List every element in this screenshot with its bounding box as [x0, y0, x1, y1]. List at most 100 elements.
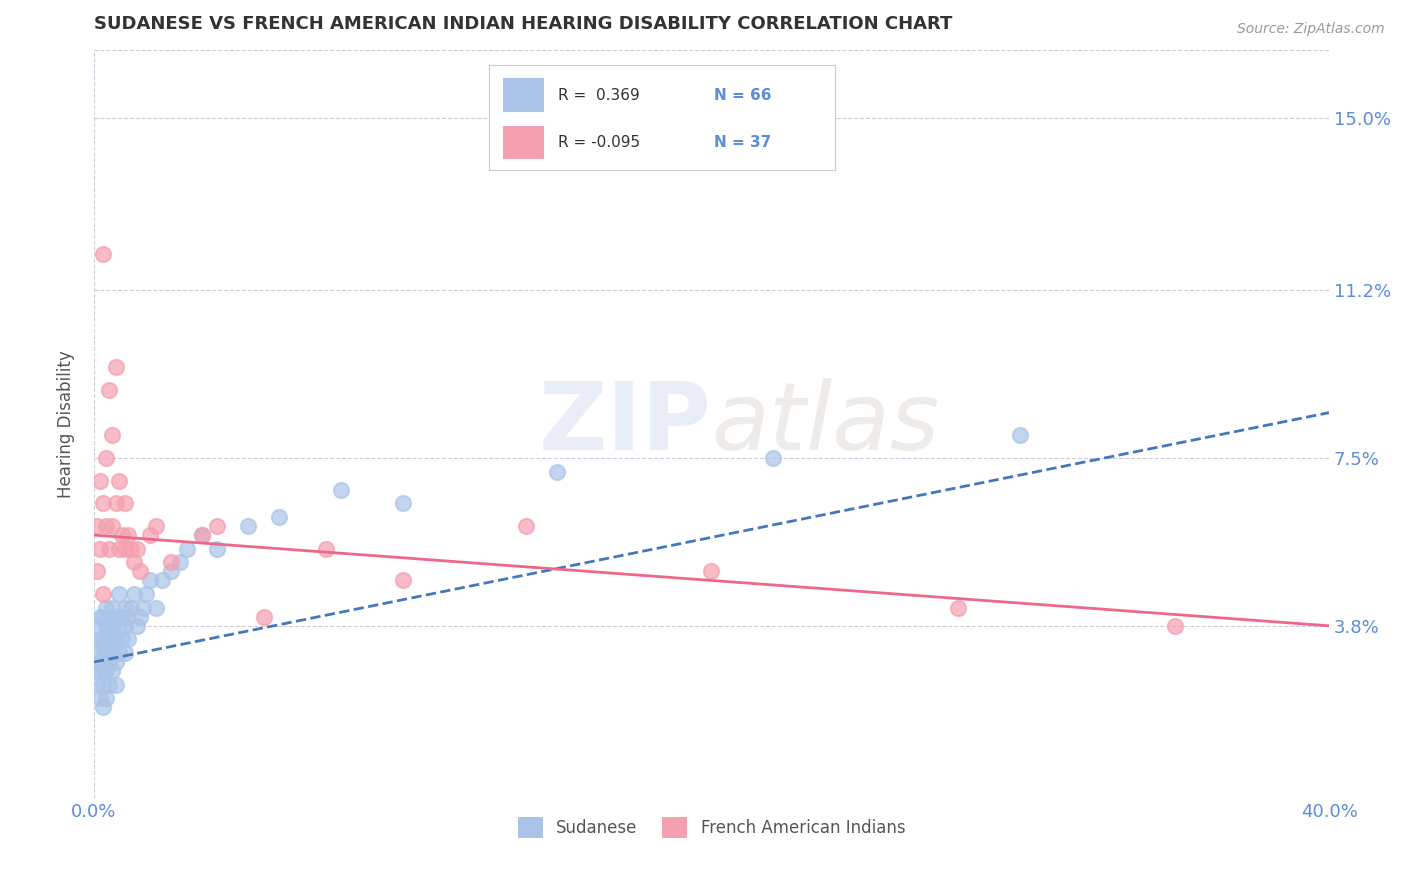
Point	[91, 678, 114, 692]
Point	[89, 664, 111, 678]
Point	[546, 465, 568, 479]
Point	[86, 678, 108, 692]
Point	[145, 600, 167, 615]
Point	[122, 555, 145, 569]
Point	[89, 632, 111, 647]
Point	[1163, 619, 1185, 633]
Point	[104, 496, 127, 510]
Point	[91, 587, 114, 601]
Point	[91, 664, 114, 678]
Point	[114, 541, 136, 556]
Point	[160, 565, 183, 579]
Point	[114, 600, 136, 615]
Text: SUDANESE VS FRENCH AMERICAN INDIAN HEARING DISABILITY CORRELATION CHART: SUDANESE VS FRENCH AMERICAN INDIAN HEARI…	[94, 15, 952, 33]
Point	[91, 641, 114, 656]
Point	[86, 619, 108, 633]
Point	[191, 528, 214, 542]
Point	[104, 678, 127, 692]
Point	[96, 664, 118, 678]
Point	[127, 541, 149, 556]
Point	[89, 655, 111, 669]
Point	[207, 519, 229, 533]
Point	[700, 565, 723, 579]
Point	[104, 609, 127, 624]
Point	[91, 609, 114, 624]
Point	[176, 541, 198, 556]
Point	[96, 632, 118, 647]
Point	[96, 619, 118, 633]
Point	[101, 428, 124, 442]
Point	[89, 474, 111, 488]
Point	[107, 587, 129, 601]
Point	[138, 574, 160, 588]
Point	[101, 664, 124, 678]
Point	[132, 600, 155, 615]
Point	[98, 541, 121, 556]
Point	[114, 646, 136, 660]
Point	[111, 528, 134, 542]
Point	[101, 646, 124, 660]
Point	[101, 519, 124, 533]
Point	[253, 609, 276, 624]
Point	[96, 691, 118, 706]
Point	[114, 496, 136, 510]
Point	[89, 691, 111, 706]
Point	[96, 519, 118, 533]
Point	[150, 574, 173, 588]
Text: atlas: atlas	[711, 378, 939, 469]
Point	[96, 450, 118, 465]
Point	[89, 609, 111, 624]
Point	[135, 587, 157, 601]
Point	[89, 541, 111, 556]
Point	[329, 483, 352, 497]
Point	[207, 541, 229, 556]
Point	[762, 450, 785, 465]
Point	[91, 632, 114, 647]
Point	[86, 519, 108, 533]
Point	[191, 528, 214, 542]
Point	[107, 619, 129, 633]
Point	[1010, 428, 1032, 442]
Point	[117, 632, 139, 647]
Point	[91, 496, 114, 510]
Point	[129, 565, 152, 579]
Point	[107, 646, 129, 660]
Text: ZIP: ZIP	[538, 378, 711, 470]
Point	[98, 619, 121, 633]
Point	[96, 646, 118, 660]
Point	[122, 587, 145, 601]
Point	[96, 600, 118, 615]
Point	[391, 574, 413, 588]
Point	[117, 609, 139, 624]
Point	[169, 555, 191, 569]
Point	[98, 646, 121, 660]
Point	[98, 678, 121, 692]
Point	[160, 555, 183, 569]
Point	[117, 528, 139, 542]
Point	[101, 600, 124, 615]
Point	[127, 619, 149, 633]
Point	[515, 519, 537, 533]
Point	[86, 565, 108, 579]
Point	[145, 519, 167, 533]
Point	[238, 519, 260, 533]
Point	[101, 632, 124, 647]
Point	[86, 646, 108, 660]
Point	[98, 383, 121, 397]
Point	[104, 655, 127, 669]
Point	[101, 619, 124, 633]
Point	[98, 609, 121, 624]
Point	[391, 496, 413, 510]
Point	[98, 655, 121, 669]
Legend: Sudanese, French American Indians: Sudanese, French American Indians	[509, 809, 914, 846]
Point	[948, 600, 970, 615]
Y-axis label: Hearing Disability: Hearing Disability	[58, 351, 75, 498]
Point	[120, 600, 142, 615]
Point	[138, 528, 160, 542]
Point	[107, 541, 129, 556]
Point	[104, 360, 127, 375]
Point	[129, 609, 152, 624]
Point	[107, 474, 129, 488]
Point	[98, 632, 121, 647]
Point	[111, 632, 134, 647]
